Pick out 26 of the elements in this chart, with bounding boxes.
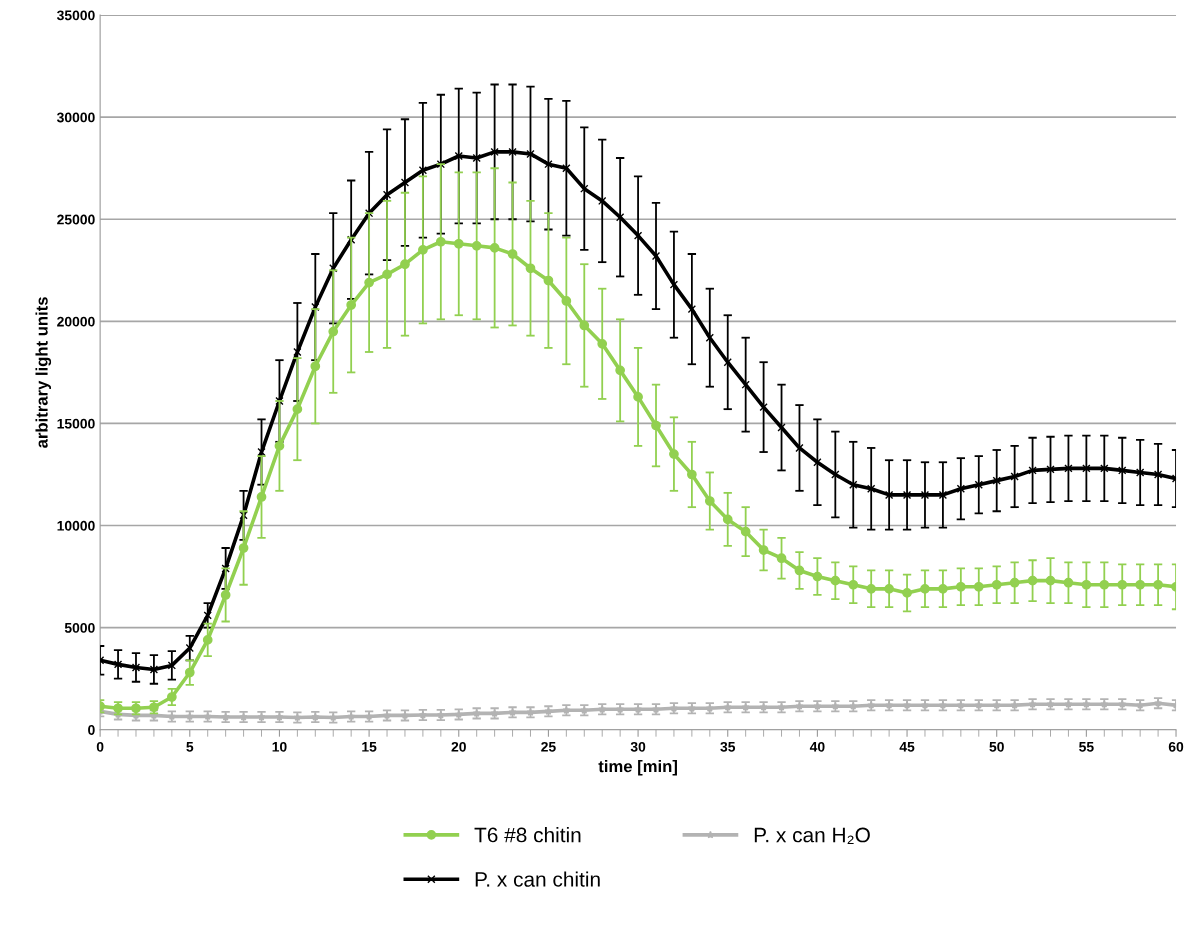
y-tick-label: 5000 [64,622,95,633]
x-tick-label: 20 [451,741,466,752]
y-axis-title: arbitrary light units [35,297,52,448]
x-tick-label: 50 [989,741,1004,752]
x-tick-label: 10 [272,741,287,752]
x-axis-title: time [min] [598,760,677,776]
x-tick-label: 40 [809,741,825,752]
x-tick-label: 0 [96,741,104,752]
y-tick-label: 10000 [57,520,95,531]
x-tick-label: 45 [899,742,915,752]
y-tick-label: 35000 [56,10,95,21]
y-tick-label: 15000 [57,418,95,429]
x-tick-label: 30 [630,741,646,752]
legend-label: P. x can chitin [475,871,600,887]
y-tick-label: 30000 [56,112,95,123]
legend-label: P. x can H₂O [754,827,870,844]
x-tick-label: 35 [720,741,736,752]
x-tick-label: 55 [1079,742,1094,752]
x-tick-label: 15 [362,742,377,752]
x-tick-label: 60 [1168,741,1184,752]
x-tick-label: 25 [541,741,556,752]
y-tick-label: 0 [88,725,95,735]
y-tick-label: 25000 [57,214,95,225]
y-tick-label: 20000 [57,316,95,327]
x-tick-label: 5 [186,742,194,752]
legend-label: T6 #8 chitin [474,827,581,843]
